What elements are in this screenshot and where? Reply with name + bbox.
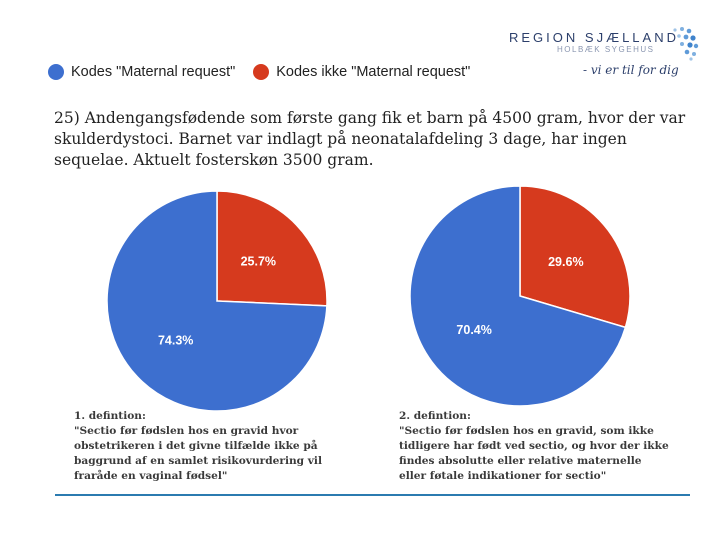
pie-data-label: 74.3% [158,334,193,348]
pie-slice-not-maternal-request [216,190,328,307]
pie-slice-maternal-request [106,190,328,412]
definition-1-heading: 1. defintion: [74,410,146,422]
legend-label-maternal-request: Kodes "Maternal request" [71,64,236,80]
definition-2-line: "Sectio før fødslen hos en gravid, som i… [399,425,654,437]
legend-label-not-maternal-request: Kodes ikke "Maternal request" [276,64,471,80]
definition-2-heading: 2. defintion: [399,410,471,422]
definition-1-line: fraråde en vaginal fødsel" [74,470,228,482]
pie-chart-2: 29.6% 70.4% [409,185,631,407]
logo-dots-icon [673,27,699,61]
pie-slice-maternal-request [409,185,627,407]
pie-data-label: 29.6% [548,255,583,269]
question-text: 25) Andengangsfødende som første gang fi… [54,109,686,169]
legend-dot-red [253,64,270,80]
definition-1-line: "Sectio før fødslen hos en gravid hvor [74,425,299,437]
pie-data-label: 70.4% [456,323,491,337]
region-sjaelland-logo: REGION SJÆLLAND HOLBÆK SYGEHUS - vi er t… [505,26,700,88]
definition-1-line: baggrund af en samlet risikovurdering vi… [74,455,322,467]
chart-legend: Kodes "Maternal request" Kodes ikke "Mat… [48,62,488,82]
logo-slogan: - vi er til for dig [583,63,679,77]
legend-item-not-maternal-request: Kodes ikke "Maternal request" [253,64,470,80]
definition-2: 2. defintion: "Sectio før fødslen hos en… [399,409,669,484]
legend-dot-blue [48,64,64,80]
definition-1: 1. defintion: "Sectio før fødslen hos en… [74,409,344,484]
definition-1-line: obstetrikeren i det givne tilfælde ikke … [74,440,318,452]
legend-item-maternal-request: Kodes "Maternal request" [48,64,235,80]
pie-slice-not-maternal-request [519,185,631,329]
pie-data-label: 25.7% [241,254,276,268]
pie-chart-1: 25.7% 74.3% [106,190,328,412]
logo-title: REGION SJÆLLAND [509,30,679,45]
logo-subtitle: HOLBÆK SYGEHUS [557,45,655,54]
definition-2-line: tidligere har født ved sectio, og hvor d… [399,440,669,452]
definition-2-line: eller føtale indikationer for sectio" [399,470,607,482]
definition-2-line: findes absolutte eller relative maternel… [399,455,642,467]
bottom-divider [55,494,690,496]
